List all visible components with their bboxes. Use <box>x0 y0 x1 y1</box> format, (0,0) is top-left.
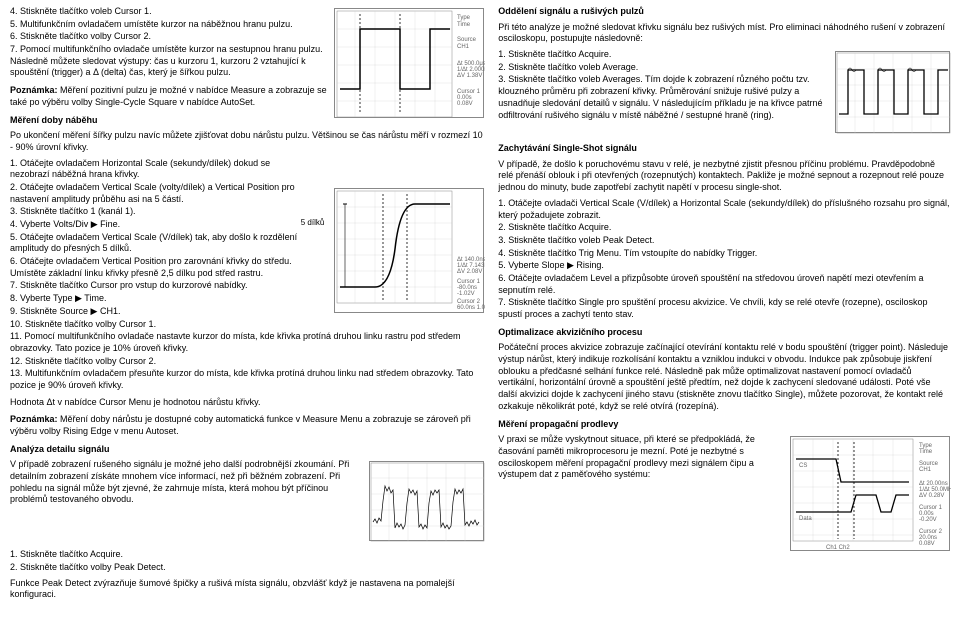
fig1-type: Type <box>457 15 471 21</box>
svg-text:CH1: CH1 <box>457 44 470 50</box>
heading-detail: Analýza detailu signálu <box>10 444 484 456</box>
left-column: Type Time Source CH1 Δt 500.0μs 1/Δt 2.0… <box>10 6 484 622</box>
svg-text:ΔV 2.08V: ΔV 2.08V <box>457 269 482 275</box>
svg-text:0.08V: 0.08V <box>457 101 473 107</box>
svg-text:Data: Data <box>799 516 812 522</box>
svg-text:ΔV 1.38V: ΔV 1.38V <box>457 73 482 79</box>
svg-text:-0.20V: -0.20V <box>919 517 937 523</box>
svg-text:Ch1 Ch2: Ch1 Ch2 <box>826 545 850 551</box>
svg-text:Time: Time <box>919 449 933 455</box>
noise-p1: Při této analýze je možné sledovat křivk… <box>498 22 950 45</box>
svg-text:60.0ns 1.06V: 60.0ns 1.06V <box>457 305 485 311</box>
single-step-5: 5. Vyberte Slope ▶ Rising. <box>498 260 950 272</box>
single-step-3: 3. Stiskněte tlačítko voleb Peak Detect. <box>498 235 950 247</box>
single-step-6: 6. Otáčejte ovladačem Level a přizpůsobt… <box>498 273 950 296</box>
svg-text:Source: Source <box>457 37 477 43</box>
opt-p1: Počáteční proces akvizice zobrazuje začí… <box>498 342 950 412</box>
single-step-4: 4. Stiskněte tlačítko Trig Menu. Tím vst… <box>498 248 950 260</box>
rise-step-10: 10. Stiskněte tlačítko volby Cursor 1. <box>10 319 484 331</box>
svg-text:CH1: CH1 <box>919 467 932 473</box>
single-step-2: 2. Stiskněte tlačítko Acquire. <box>498 222 950 234</box>
rise-intro: Po ukončení měření šířky pulzu navíc můž… <box>10 130 484 153</box>
figure-propagation-delay: CS Data Ch1 Ch2 Type Time Source CH1 Δt … <box>790 436 950 551</box>
single-step-1: 1. Otáčejte ovladači Vertical Scale (V/d… <box>498 198 950 221</box>
svg-text:Time: Time <box>457 22 471 28</box>
svg-text:0.08V: 0.08V <box>919 541 935 547</box>
fig2-label-5dilku: 5 dílků <box>301 218 325 228</box>
rise-step-1: 1. Otáčejte ovladačem Horizontal Scale (… <box>10 158 484 181</box>
figure-detail <box>369 461 484 541</box>
svg-text:-1.02V: -1.02V <box>457 291 475 297</box>
right-column: Oddělení signálu a rušivých pulzů Při té… <box>498 6 950 622</box>
rise-end: Hodnota Δt v nabídce Cursor Menu je hodn… <box>10 397 484 409</box>
rise-step-12: 12. Stiskněte tlačítko volby Cursor 2. <box>10 356 484 368</box>
single-p1: V případě, že došlo k poruchovému stavu … <box>498 159 950 194</box>
detail-step-2: 2. Stiskněte tlačítko volby Peak Detect. <box>10 562 484 574</box>
heading-optimization: Optimalizace akvizičního procesu <box>498 327 950 339</box>
detail-p2: Funkce Peak Detect zvýrazňuje šumové špi… <box>10 578 484 601</box>
heading-delay: Měření propagační prodlevy <box>498 419 950 431</box>
heading-single-shot: Zachytávání Single-Shot signálu <box>498 143 950 155</box>
svg-text:CS: CS <box>799 463 807 469</box>
rise-step-11: 11. Pomocí multifunkčního ovladače nasta… <box>10 331 484 354</box>
svg-text:ΔV 0.28V: ΔV 0.28V <box>919 493 944 499</box>
detail-step-1: 1. Stiskněte tlačítko Acquire. <box>10 549 484 561</box>
note-2: Poznámka: Měření doby nárůstu je dostupn… <box>10 414 484 437</box>
heading-noise: Oddělení signálu a rušivých pulzů <box>498 6 950 18</box>
single-step-7: 7. Stiskněte tlačítko Single pro spuštěn… <box>498 297 950 320</box>
figure-averaging <box>835 51 950 133</box>
figure-rise-time: Δt 140.0ns 1/Δt 7.143MHz ΔV 2.08V Cursor… <box>334 188 484 313</box>
rise-step-13: 13. Multifunkčním ovladačem přesuňte kur… <box>10 368 484 391</box>
figure-pulse-width: Type Time Source CH1 Δt 500.0μs 1/Δt 2.0… <box>334 8 484 118</box>
